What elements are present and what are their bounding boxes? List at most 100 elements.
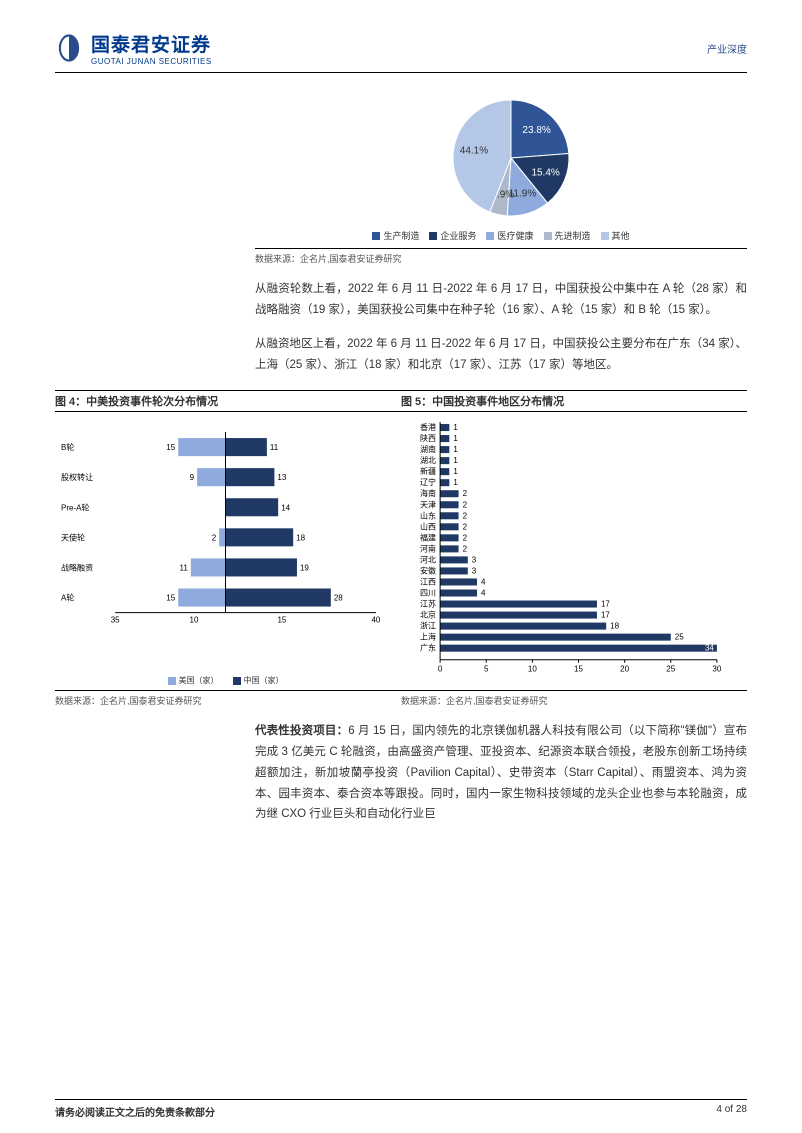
svg-text:2: 2 — [463, 522, 468, 531]
svg-text:1: 1 — [453, 478, 458, 487]
svg-text:湖南: 湖南 — [420, 444, 436, 454]
svg-text:15: 15 — [277, 615, 286, 624]
svg-text:河南: 河南 — [420, 543, 436, 553]
svg-text:战略融资: 战略融资 — [61, 562, 93, 572]
company-logo-icon — [55, 34, 83, 62]
svg-text:江苏: 江苏 — [420, 598, 436, 608]
svg-text:18: 18 — [296, 533, 305, 542]
pie-chart-block: 23.8%15.4%11.9%4.9%44.1% 生产制造企业服务医疗健康先进制… — [255, 83, 747, 242]
svg-text:15: 15 — [166, 593, 175, 602]
legend-swatch — [372, 232, 380, 240]
logo-text-cn: 国泰君安证券 — [91, 30, 212, 57]
svg-text:17: 17 — [601, 599, 610, 608]
svg-text:15.4%: 15.4% — [531, 168, 559, 179]
svg-text:1: 1 — [453, 445, 458, 454]
svg-text:天津: 天津 — [420, 499, 436, 509]
paragraph-2: 从融资地区上看，2022 年 6 月 11 日-2022 年 6 月 17 日，… — [255, 334, 747, 375]
svg-text:山东: 山东 — [420, 510, 436, 520]
svg-text:山西: 山西 — [420, 521, 436, 531]
para3-rest: 6 月 15 日，国内领先的北京镁伽机器人科技有限公司（以下简称"镁伽"）宣布完… — [255, 725, 747, 820]
svg-text:1: 1 — [453, 423, 458, 432]
svg-text:海南: 海南 — [420, 488, 436, 498]
page-header: 国泰君安证券 GUOTAI JUNAN SECURITIES 产业深度 — [55, 30, 747, 73]
page-footer: 请务必阅读正文之后的免责条款部分 4 of 28 — [55, 1099, 747, 1119]
svg-text:河北: 河北 — [420, 554, 436, 564]
svg-text:股权转让: 股权转让 — [61, 472, 93, 482]
svg-text:44.1%: 44.1% — [460, 146, 488, 157]
svg-text:30: 30 — [712, 664, 721, 673]
svg-text:浙江: 浙江 — [420, 620, 436, 630]
chart5-title: 图 5：中国投资事件地区分布情况 — [401, 391, 747, 411]
svg-text:34: 34 — [705, 643, 714, 652]
svg-text:0: 0 — [438, 664, 443, 673]
svg-text:Pre-A轮: Pre-A轮 — [61, 502, 90, 512]
chart4-source: 数据来源：企名片,国泰君安证券研究 — [55, 690, 401, 707]
svg-text:2: 2 — [463, 500, 468, 509]
chart4-legend: 美国（家） 中国（家） — [55, 675, 396, 686]
svg-text:40: 40 — [371, 615, 380, 624]
svg-text:28: 28 — [334, 593, 343, 602]
svg-text:19: 19 — [300, 563, 309, 572]
chart4-title: 图 4：中美投资事件轮次分布情况 — [55, 391, 401, 411]
svg-text:25: 25 — [675, 632, 684, 641]
svg-text:天使轮: 天使轮 — [61, 532, 85, 542]
svg-text:江西: 江西 — [420, 577, 436, 586]
svg-text:1: 1 — [453, 456, 458, 465]
chart5-source: 数据来源：企名片,国泰君安证券研究 — [401, 690, 747, 707]
svg-text:15: 15 — [166, 443, 175, 452]
footer-page-number: 4 of 28 — [716, 1104, 747, 1119]
svg-text:2: 2 — [463, 511, 468, 520]
svg-text:新疆: 新疆 — [420, 466, 436, 476]
paragraph-1: 从融资轮数上看，2022 年 6 月 11 日-2022 年 6 月 17 日，… — [255, 279, 747, 320]
svg-text:20: 20 — [620, 664, 629, 673]
svg-text:2: 2 — [463, 533, 468, 542]
svg-text:15: 15 — [574, 664, 583, 673]
svg-text:陕西: 陕西 — [420, 433, 436, 443]
svg-text:13: 13 — [277, 473, 286, 482]
pie-source: 数据来源：企名片,国泰君安证券研究 — [255, 248, 747, 265]
svg-text:2: 2 — [463, 544, 468, 553]
svg-text:4: 4 — [481, 588, 486, 597]
legend-label: 美国（家） — [179, 675, 219, 686]
paragraph-3: 代表性投资项目：6 月 15 日，国内领先的北京镁伽机器人科技有限公司（以下简称… — [255, 721, 747, 824]
svg-text:3: 3 — [472, 555, 477, 564]
svg-text:1: 1 — [453, 467, 458, 476]
chart4-col: B轮1511股权转让913Pre-A轮14天使轮218战略融资1119A轮152… — [55, 418, 396, 687]
svg-text:上海: 上海 — [420, 631, 436, 641]
legend-label: 其他 — [612, 229, 630, 242]
svg-text:11: 11 — [270, 443, 279, 452]
svg-text:11: 11 — [179, 563, 188, 572]
svg-text:4: 4 — [481, 577, 486, 586]
header-category: 产业深度 — [707, 41, 747, 56]
svg-text:23.8%: 23.8% — [522, 125, 550, 136]
chart5-col: 香港1陕西1湖南1湖北1新疆1辽宁1海南2天津2山东2山西2福建2河南2河北3安… — [406, 418, 747, 687]
svg-text:四川: 四川 — [420, 588, 436, 597]
svg-text:湖北: 湖北 — [420, 456, 436, 465]
chart4-legend-item: 美国（家） — [168, 675, 219, 686]
svg-text:10: 10 — [190, 615, 199, 624]
pie-chart: 23.8%15.4%11.9%4.9%44.1% — [411, 83, 591, 223]
legend-swatch — [168, 677, 176, 685]
svg-text:B轮: B轮 — [61, 442, 74, 452]
chart5: 香港1陕西1湖南1湖北1新疆1辽宁1海南2天津2山东2山西2福建2河南2河北3安… — [406, 418, 747, 679]
svg-text:25: 25 — [666, 664, 675, 673]
svg-text:1: 1 — [453, 434, 458, 443]
footer-disclaimer: 请务必阅读正文之后的免责条款部分 — [55, 1104, 215, 1119]
legend-swatch — [233, 677, 241, 685]
svg-text:2: 2 — [212, 533, 217, 542]
svg-text:3: 3 — [472, 566, 477, 575]
charts-row: B轮1511股权转让913Pre-A轮14天使轮218战略融资1119A轮152… — [55, 418, 747, 687]
svg-text:2: 2 — [463, 489, 468, 498]
charts-sources-row: 数据来源：企名片,国泰君安证券研究 数据来源：企名片,国泰君安证券研究 — [55, 690, 747, 707]
chart4-legend-item: 中国（家） — [233, 675, 284, 686]
charts-titles-row: 图 4：中美投资事件轮次分布情况 图 5：中国投资事件地区分布情况 — [55, 390, 747, 412]
para3-bold: 代表性投资项目： — [255, 725, 348, 737]
svg-text:香港: 香港 — [420, 422, 436, 432]
svg-text:A轮: A轮 — [61, 592, 74, 602]
svg-text:10: 10 — [528, 664, 537, 673]
svg-text:17: 17 — [601, 610, 610, 619]
svg-text:安徽: 安徽 — [420, 565, 436, 575]
svg-text:北京: 北京 — [420, 609, 436, 619]
logo-text-en: GUOTAI JUNAN SECURITIES — [91, 57, 212, 66]
svg-text:5: 5 — [484, 664, 489, 673]
